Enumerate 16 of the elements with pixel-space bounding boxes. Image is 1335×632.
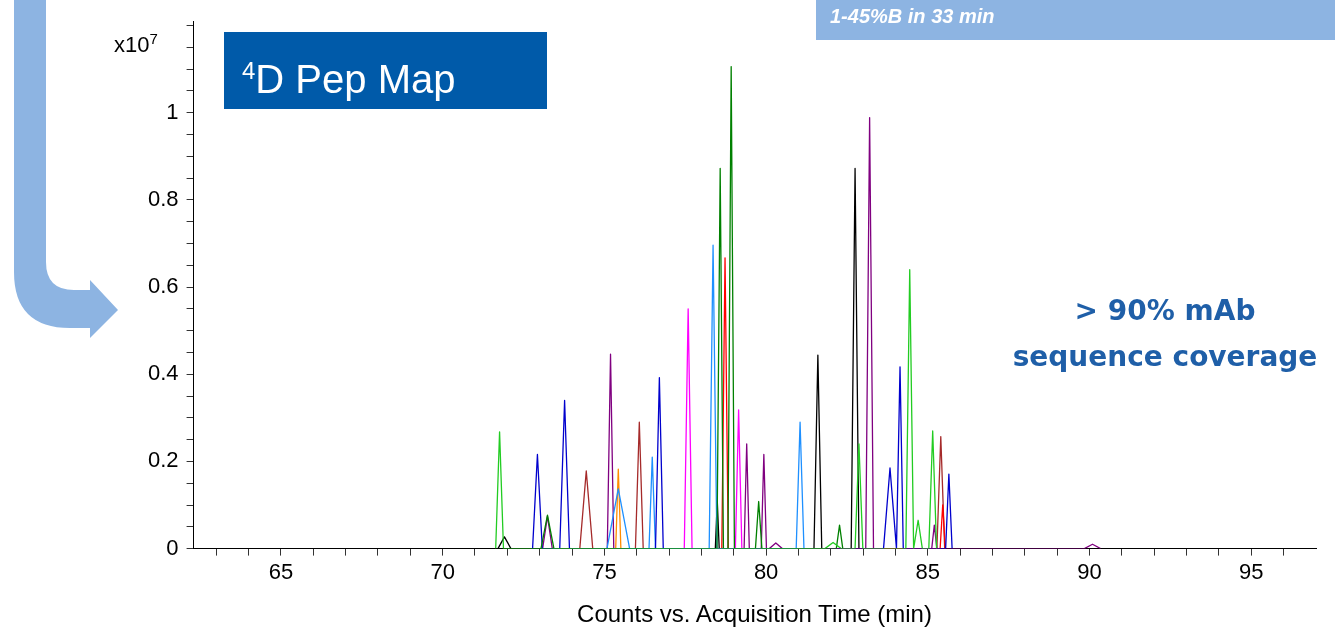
x-tick-label: 65 bbox=[268, 558, 294, 584]
x-tick-label: 95 bbox=[1239, 558, 1264, 584]
x-tick-label: 70 bbox=[430, 558, 455, 584]
y-tick-label: 0.6 bbox=[147, 273, 179, 299]
x-axis-title: Counts vs. Acquisition Time (min) bbox=[576, 600, 933, 628]
y-axis-title: x10$^{7}$ bbox=[114, 30, 158, 59]
x-tick-label: 85 bbox=[915, 558, 941, 584]
annotation: > 90% mAb sequence coverage bbox=[1011, 293, 1319, 375]
y-tick-label: 0 bbox=[166, 534, 179, 560]
x-tick-label: 75 bbox=[592, 558, 617, 584]
y-tick-label: 1 bbox=[166, 98, 179, 124]
y-tick-label: 0.4 bbox=[147, 360, 179, 386]
x-tick-label: 90 bbox=[1077, 558, 1102, 584]
y-tick-label: 0.2 bbox=[147, 447, 179, 473]
x-tick-label: 80 bbox=[753, 558, 779, 584]
y-tick-label: 0.8 bbox=[147, 185, 179, 211]
